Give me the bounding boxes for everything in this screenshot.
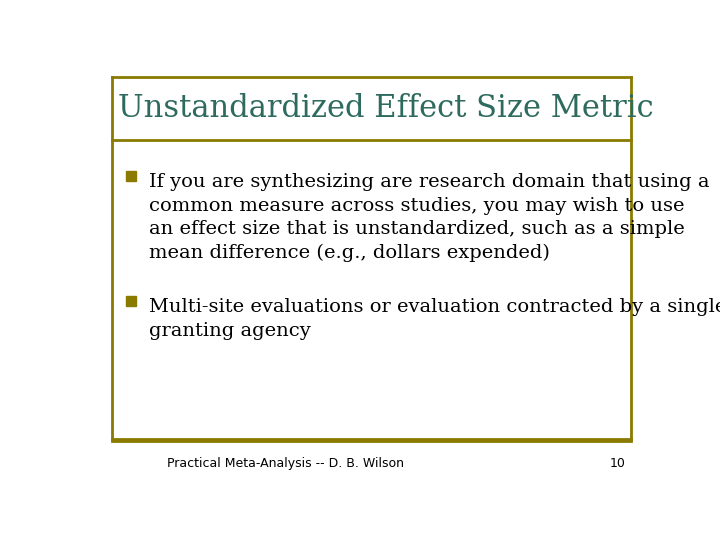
Text: 10: 10 — [610, 457, 626, 470]
Text: If you are synthesizing are research domain that using a
common measure across s: If you are synthesizing are research dom… — [148, 173, 709, 262]
Bar — [126, 171, 136, 181]
Text: Practical Meta-Analysis -- D. B. Wilson: Practical Meta-Analysis -- D. B. Wilson — [167, 457, 404, 470]
Text: Unstandardized Effect Size Metric: Unstandardized Effect Size Metric — [118, 93, 654, 124]
Text: Multi-site evaluations or evaluation contracted by a single
granting agency: Multi-site evaluations or evaluation con… — [148, 298, 720, 340]
Bar — [126, 296, 136, 306]
